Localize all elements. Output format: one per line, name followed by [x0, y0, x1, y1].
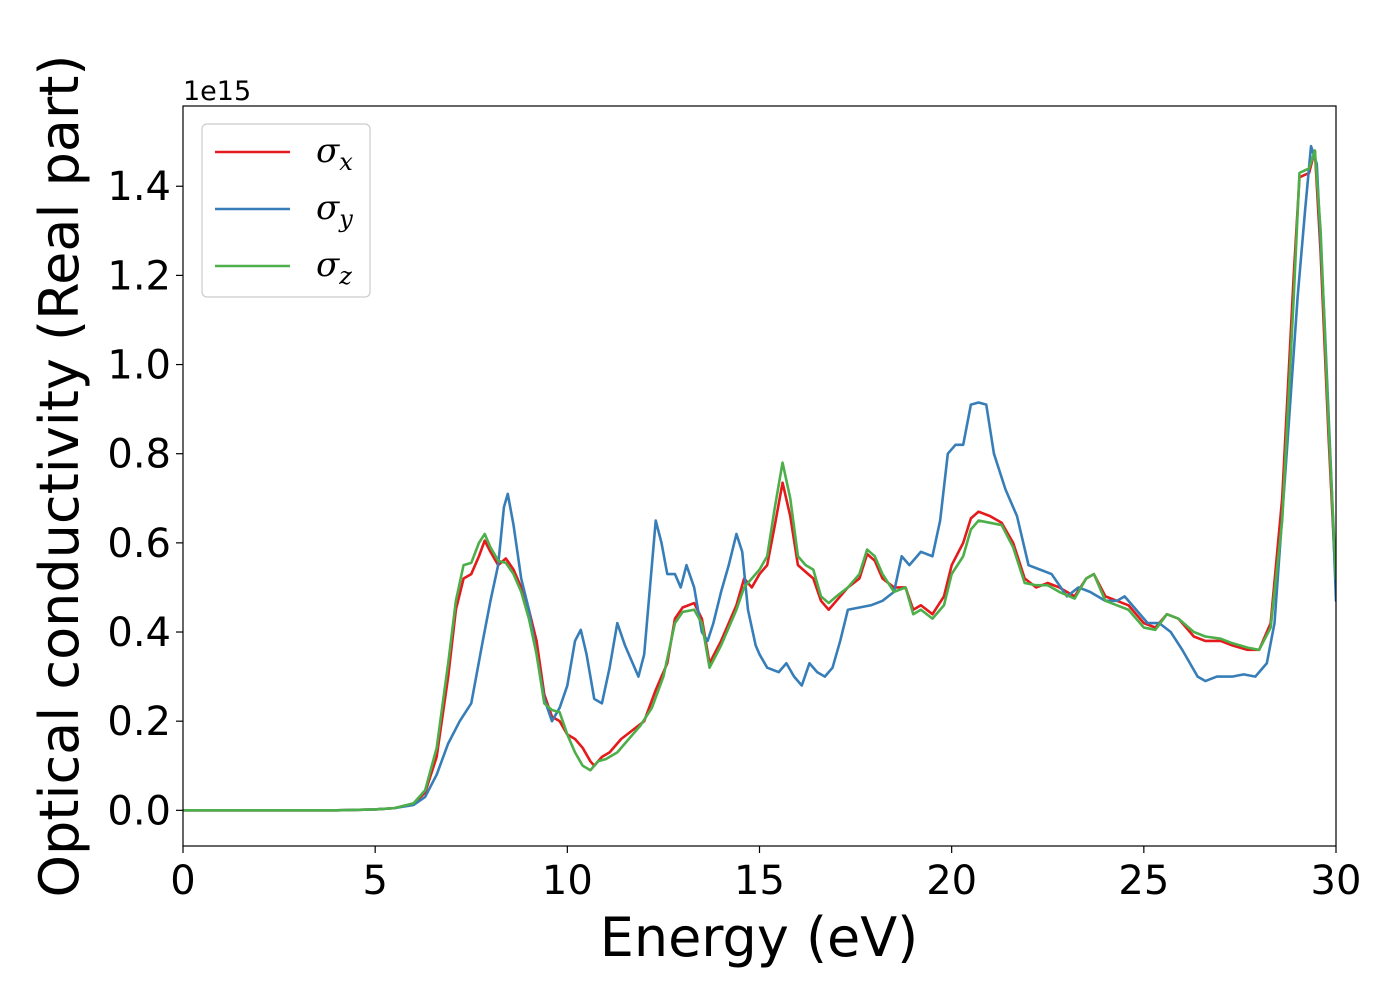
- y-tick-label: 0.4: [107, 610, 171, 656]
- x-axis-title: Energy (eV): [600, 906, 919, 969]
- x-tick-label: 30: [1311, 858, 1362, 904]
- y-axis: 0.0 0.2 0.4 0.6 0.8 1.0 1.2 1.4: [107, 164, 183, 834]
- x-tick-label: 10: [542, 858, 593, 904]
- x-tick-label: 0: [170, 858, 195, 904]
- x-tick-label: 25: [1118, 858, 1169, 904]
- legend-box: [201, 123, 371, 298]
- x-tick-label: 15: [734, 858, 785, 904]
- y-offset-text: 1e15: [183, 76, 251, 107]
- legend-label-x: σx: [316, 131, 353, 176]
- legend: σx σy σz: [201, 123, 371, 298]
- x-tick-label: 20: [926, 858, 977, 904]
- y-tick-label: 0.8: [107, 432, 171, 478]
- series-layer: [183, 144, 1336, 812]
- series-line-x: [183, 149, 1336, 812]
- y-tick-label: 1.0: [107, 343, 171, 389]
- y-tick-label: 0.2: [107, 699, 171, 745]
- legend-label-y: σy: [316, 188, 353, 233]
- y-tick-label: 1.4: [107, 164, 171, 210]
- y-axis-title: Optical conductivity (Real part): [28, 55, 91, 898]
- legend-label-z: σz: [316, 245, 352, 290]
- y-tick-label: 0.6: [107, 521, 171, 567]
- y-tick-label: 0.0: [107, 788, 171, 834]
- x-tick-label: 5: [362, 858, 387, 904]
- y-tick-label: 1.2: [107, 253, 171, 299]
- x-axis: 0 5 10 15 20 25 30: [170, 846, 1361, 904]
- series-line-z: [183, 149, 1336, 812]
